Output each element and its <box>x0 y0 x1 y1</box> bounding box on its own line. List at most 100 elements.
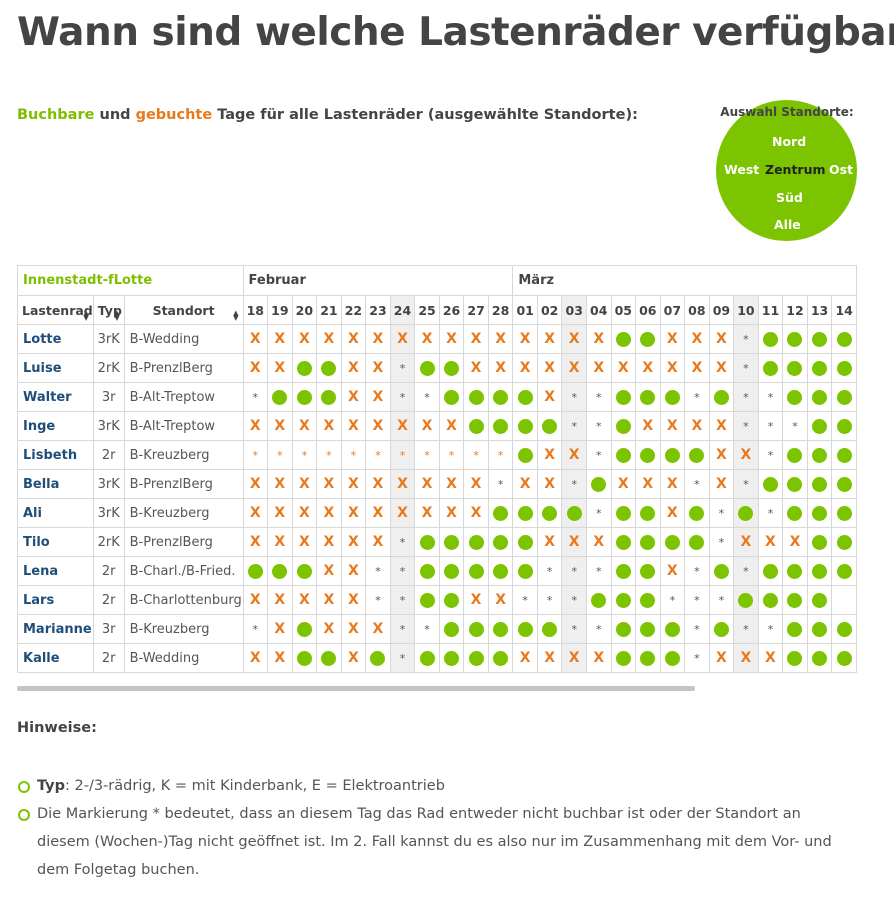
day-cell-free[interactable] <box>757 324 784 354</box>
day-cell-free[interactable] <box>831 411 857 441</box>
table-scrollbar[interactable] <box>17 686 695 691</box>
day-cell-free[interactable] <box>536 411 563 441</box>
day-cell-free[interactable] <box>831 556 857 586</box>
day-cell-free[interactable] <box>806 614 833 644</box>
day-cell-free[interactable] <box>316 643 342 673</box>
day-cell-free[interactable] <box>806 527 833 557</box>
day-cell-free[interactable] <box>684 440 710 470</box>
column-header-lastenrad[interactable]: Lastenrad ▲ ▼ <box>17 295 94 325</box>
day-cell-free[interactable] <box>806 469 833 499</box>
location-nord[interactable]: Nord <box>772 134 807 149</box>
day-cell-free[interactable] <box>365 643 391 673</box>
day-cell-free[interactable] <box>585 469 612 499</box>
day-cell-free[interactable] <box>414 353 440 383</box>
day-cell-free[interactable] <box>831 440 857 470</box>
location-west[interactable]: West <box>724 162 760 177</box>
day-cell-free[interactable] <box>659 614 686 644</box>
day-cell-free[interactable] <box>463 614 489 644</box>
day-cell-free[interactable] <box>708 614 735 644</box>
day-cell-free[interactable] <box>635 643 661 673</box>
day-cell-free[interactable] <box>708 556 735 586</box>
day-cell-free[interactable] <box>610 585 637 615</box>
location-ost[interactable]: Ost <box>829 162 854 177</box>
day-cell-free[interactable] <box>733 498 759 528</box>
day-cell-free[interactable] <box>610 527 637 557</box>
day-cell-free[interactable] <box>414 585 440 615</box>
day-cell-free[interactable] <box>684 498 710 528</box>
day-cell-free[interactable] <box>782 382 808 412</box>
day-cell-free[interactable] <box>487 556 514 586</box>
column-header-typ[interactable]: Typ ▲ ▼ <box>92 295 125 325</box>
day-cell-free[interactable] <box>610 498 637 528</box>
day-cell-free[interactable] <box>782 498 808 528</box>
day-cell-free[interactable] <box>267 556 293 586</box>
day-cell-free[interactable] <box>831 643 857 673</box>
day-cell-free[interactable] <box>487 498 514 528</box>
location-alle[interactable]: Alle <box>774 217 801 232</box>
day-cell-free[interactable] <box>659 382 686 412</box>
day-cell-free[interactable] <box>414 643 440 673</box>
day-cell-free[interactable] <box>438 614 465 644</box>
day-cell-free[interactable] <box>536 498 563 528</box>
day-cell-free[interactable] <box>782 353 808 383</box>
day-cell-free[interactable] <box>585 585 612 615</box>
day-cell-free[interactable] <box>782 556 808 586</box>
day-cell-free[interactable] <box>512 411 538 441</box>
day-cell-free[interactable] <box>782 440 808 470</box>
day-cell-free[interactable] <box>659 643 686 673</box>
day-cell-free[interactable] <box>463 527 489 557</box>
day-cell-free[interactable] <box>610 411 637 441</box>
day-cell-free[interactable] <box>487 614 514 644</box>
day-cell-free[interactable] <box>782 585 808 615</box>
day-cell-free[interactable] <box>242 556 269 586</box>
day-cell-free[interactable] <box>291 382 318 412</box>
day-cell-free[interactable] <box>831 527 857 557</box>
column-header-standort[interactable]: Standort ▲ ▼ <box>123 295 244 325</box>
day-cell-free[interactable] <box>291 556 318 586</box>
day-cell-free[interactable] <box>512 614 538 644</box>
location-zentrum[interactable]: Zentrum <box>765 162 826 177</box>
day-cell-free[interactable] <box>267 382 293 412</box>
day-cell-free[interactable] <box>438 353 465 383</box>
day-cell-free[interactable] <box>831 498 857 528</box>
day-cell-free[interactable] <box>438 382 465 412</box>
day-cell-free[interactable] <box>438 585 465 615</box>
day-cell-free[interactable] <box>463 411 489 441</box>
day-cell-free[interactable] <box>316 382 342 412</box>
day-cell-free[interactable] <box>806 353 833 383</box>
sort-icon[interactable]: ▲ ▼ <box>233 309 239 322</box>
day-cell-free[interactable] <box>610 643 637 673</box>
sort-icon[interactable]: ▲ ▼ <box>114 309 120 322</box>
day-cell-free[interactable] <box>438 527 465 557</box>
day-cell-free[interactable] <box>635 614 661 644</box>
sort-icon[interactable]: ▲ ▼ <box>83 309 89 322</box>
day-cell-free[interactable] <box>635 440 661 470</box>
day-cell-free[interactable] <box>438 556 465 586</box>
day-cell-free[interactable] <box>512 556 538 586</box>
day-cell-free[interactable] <box>782 614 808 644</box>
day-cell-free[interactable] <box>659 527 686 557</box>
day-cell-free[interactable] <box>438 643 465 673</box>
day-cell-free[interactable] <box>806 324 833 354</box>
day-cell-free[interactable] <box>708 382 735 412</box>
day-cell-free[interactable] <box>414 556 440 586</box>
day-cell-free[interactable] <box>806 440 833 470</box>
day-cell-free[interactable] <box>512 382 538 412</box>
day-cell-free[interactable] <box>806 498 833 528</box>
day-cell-free[interactable] <box>782 324 808 354</box>
day-cell-free[interactable] <box>733 585 759 615</box>
day-cell-free[interactable] <box>782 643 808 673</box>
day-cell-free[interactable] <box>610 324 637 354</box>
day-cell-free[interactable] <box>512 527 538 557</box>
day-cell-free[interactable] <box>536 614 563 644</box>
day-cell-free[interactable] <box>610 614 637 644</box>
day-cell-free[interactable] <box>806 411 833 441</box>
day-cell-free[interactable] <box>782 469 808 499</box>
day-cell-free[interactable] <box>757 469 784 499</box>
day-cell-free[interactable] <box>831 382 857 412</box>
day-cell-free[interactable] <box>316 353 342 383</box>
day-cell-free[interactable] <box>659 440 686 470</box>
day-cell-free[interactable] <box>635 527 661 557</box>
day-cell-free[interactable] <box>512 498 538 528</box>
day-cell-free[interactable] <box>757 556 784 586</box>
